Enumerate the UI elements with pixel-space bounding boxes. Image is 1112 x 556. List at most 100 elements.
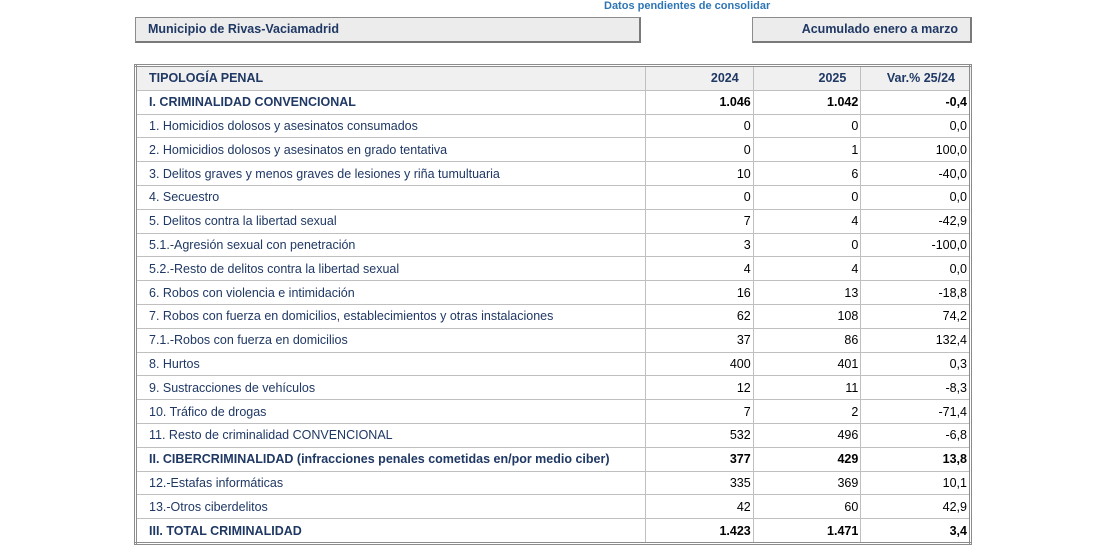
- value-2024: 400: [645, 351, 754, 377]
- row-label: 2. Homicidios dolosos y asesinatos en gr…: [134, 137, 647, 163]
- value-2025: 0: [752, 113, 862, 139]
- row-label: 12.-Estafas informáticas: [134, 470, 647, 496]
- value-variation: -71,4: [860, 399, 971, 424]
- value-variation: 100,0: [860, 137, 971, 163]
- value-2024: 4: [645, 256, 754, 282]
- value-variation: -8,3: [860, 375, 971, 401]
- value-2025: 1.042: [752, 89, 862, 115]
- row-label: 5. Delitos contra la libertad sexual: [134, 208, 647, 234]
- table-row: 5. Delitos contra la libertad sexual 7 4 -4…: [134, 208, 971, 234]
- value-variation: -100,0: [860, 232, 971, 258]
- value-2024: 42: [645, 494, 754, 520]
- row-label: 5.2.-Resto de delitos contra la libertad…: [134, 256, 647, 282]
- table-row: 5.2.-Resto de delitos contra la libertad…: [134, 256, 971, 282]
- value-variation: 74,2: [860, 303, 971, 329]
- row-label: 9. Sustracciones de vehículos: [134, 375, 647, 401]
- header-variation: Var.% 25/24: [860, 65, 971, 91]
- value-2024: 37: [645, 327, 754, 353]
- header-2025: 2025: [752, 65, 862, 91]
- crime-statistics-table: TIPOLOGÍA PENAL 2024 2025 Var.% 25/24 I.…: [134, 64, 972, 545]
- value-2024: 1.423: [645, 518, 754, 544]
- value-2024: 7: [645, 208, 754, 234]
- value-2024: 335: [645, 470, 754, 496]
- value-2025: 0: [752, 232, 862, 258]
- table-row: 6. Robos con violencia e intimidación 16 1…: [134, 280, 971, 305]
- value-2025: 86: [752, 327, 862, 353]
- table-row: 1. Homicidios dolosos y asesinatos consu…: [134, 113, 971, 139]
- value-variation: 3,4: [860, 518, 971, 544]
- row-label: 1. Homicidios dolosos y asesinatos consu…: [134, 113, 647, 139]
- value-2024: 0: [645, 113, 754, 139]
- value-2025: 108: [752, 303, 862, 329]
- row-label: I. CRIMINALIDAD CONVENCIONAL: [134, 89, 647, 115]
- table-row: I. CRIMINALIDAD CONVENCIONAL 1.046 1.042 -0…: [134, 89, 971, 115]
- value-2025: 1.471: [752, 518, 862, 544]
- value-2025: 13: [752, 280, 862, 305]
- table-row: 5.1.-Agresión sexual con penetración 3 0 -1…: [134, 232, 971, 258]
- table-row: 8. Hurtos 400 401 0,3: [134, 351, 971, 377]
- value-2025: 6: [752, 161, 862, 186]
- row-label: 4. Secuestro: [134, 184, 647, 210]
- value-variation: 0,0: [860, 184, 971, 210]
- value-variation: 42,9: [860, 494, 971, 520]
- table-row: 7. Robos con fuerza en domicilios, estab…: [134, 303, 971, 329]
- value-variation: -42,9: [860, 208, 971, 234]
- value-2024: 12: [645, 375, 754, 401]
- value-2025: 4: [752, 256, 862, 282]
- value-2025: 2: [752, 399, 862, 424]
- row-label: 13.-Otros ciberdelitos: [134, 494, 647, 520]
- value-2024: 0: [645, 184, 754, 210]
- value-variation: 0,3: [860, 351, 971, 377]
- value-2024: 0: [645, 137, 754, 163]
- row-label: 3. Delitos graves y menos graves de lesi…: [134, 161, 647, 186]
- value-variation: -18,8: [860, 280, 971, 305]
- value-2024: 16: [645, 280, 754, 305]
- value-variation: -40,0: [860, 161, 971, 186]
- table-row: 9. Sustracciones de vehículos 12 11 -8,3: [134, 375, 971, 401]
- value-2025: 369: [752, 470, 862, 496]
- table-row: II. CIBERCRIMINALIDAD (infracciones pena…: [134, 446, 971, 472]
- row-label: 10. Tráfico de drogas: [134, 399, 647, 424]
- table-row: 11. Resto de criminalidad CONVENCIONAL 53…: [134, 422, 971, 448]
- row-label: III. TOTAL CRIMINALIDAD: [134, 518, 647, 544]
- row-label: 5.1.-Agresión sexual con penetración: [134, 232, 647, 258]
- period-label: Acumulado enero a marzo: [752, 17, 972, 43]
- row-label: 11. Resto de criminalidad CONVENCIONAL: [134, 422, 647, 448]
- value-2025: 11: [752, 375, 862, 401]
- row-label: 8. Hurtos: [134, 351, 647, 377]
- value-variation: -6,8: [860, 422, 971, 448]
- pending-data-note: Datos pendientes de consolidar: [604, 0, 771, 12]
- value-2024: 3: [645, 232, 754, 258]
- value-variation: 0,0: [860, 113, 971, 139]
- table-row: 7.1.-Robos con fuerza en domicilios 37 86 1…: [134, 327, 971, 353]
- table-row: 13.-Otros ciberdelitos 42 60 42,9: [134, 494, 971, 520]
- value-2025: 60: [752, 494, 862, 520]
- header-2024: 2024: [645, 65, 754, 91]
- table-row: 3. Delitos graves y menos graves de lesi…: [134, 161, 971, 186]
- value-2024: 62: [645, 303, 754, 329]
- value-2025: 4: [752, 208, 862, 234]
- value-variation: 0,0: [860, 256, 971, 282]
- table-row: 10. Tráfico de drogas 7 2 -71,4: [134, 399, 971, 424]
- table-row: 12.-Estafas informáticas 335 369 10,1: [134, 470, 971, 496]
- value-2025: 0: [752, 184, 862, 210]
- value-variation: 10,1: [860, 470, 971, 496]
- value-2025: 496: [752, 422, 862, 448]
- table-row: 4. Secuestro 0 0 0,0: [134, 184, 971, 210]
- municipality-label: Municipio de Rivas-Vaciamadrid: [135, 17, 641, 43]
- table-header-row: TIPOLOGÍA PENAL 2024 2025 Var.% 25/24: [134, 65, 971, 91]
- header-typology: TIPOLOGÍA PENAL: [134, 65, 647, 91]
- value-variation: 132,4: [860, 327, 971, 353]
- value-2025: 1: [752, 137, 862, 163]
- value-2024: 377: [645, 446, 754, 472]
- value-2025: 429: [752, 446, 862, 472]
- value-2024: 1.046: [645, 89, 754, 115]
- table-row: III. TOTAL CRIMINALIDAD 1.423 1.471 3,4: [134, 518, 971, 544]
- value-variation: 13,8: [860, 446, 971, 472]
- value-2024: 7: [645, 399, 754, 424]
- value-variation: -0,4: [860, 89, 971, 115]
- row-label: 7. Robos con fuerza en domicilios, estab…: [134, 303, 647, 329]
- value-2025: 401: [752, 351, 862, 377]
- table-row: 2. Homicidios dolosos y asesinatos en gr…: [134, 137, 971, 163]
- row-label: 6. Robos con violencia e intimidación: [134, 280, 647, 305]
